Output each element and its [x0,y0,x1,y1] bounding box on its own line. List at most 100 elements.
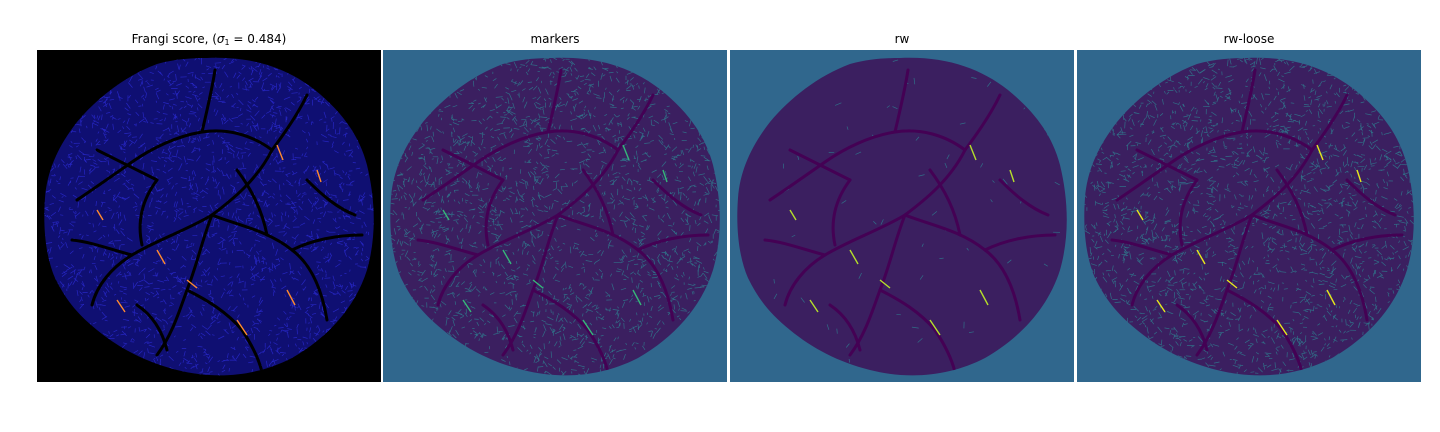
frangi-title-subscript: 1 [224,38,230,47]
vessel-line [928,168,962,237]
vessel-line [1135,148,1199,182]
vessel-line [200,68,217,134]
vessel-line [768,129,967,202]
vessel-line [651,178,703,217]
vessel-line [270,93,309,152]
vessel-line [135,303,169,352]
highlight-segment [502,249,512,265]
vessel-line [828,303,862,352]
vessel-line [138,178,159,247]
panel-title-markers: markers [530,32,580,46]
vessel-line [531,288,610,374]
vessel-line [1178,178,1199,247]
rw-loose-image-panel [1077,50,1421,382]
vessel-line [481,303,515,352]
highlight-segment [462,299,472,313]
frangi-title-symbol: σ [216,32,225,46]
highlight-segment [532,279,544,289]
vessel-line [893,68,910,134]
rw-image-panel [730,50,1074,382]
vessel-line [235,168,269,237]
vessel-line [1275,168,1309,237]
frangi-title-prefix: Frangi score, ( [131,32,217,46]
vessel-line [1345,178,1397,217]
vessel-line [546,68,563,134]
highlight-segment [116,299,126,313]
frangi-image-panel [37,50,381,382]
highlight-segment [286,289,296,306]
highlight-segment [236,319,248,336]
vessel-line [290,233,364,252]
vessel-line [963,93,1002,152]
highlight-segment [1356,169,1362,183]
panel-title-rw-loose: rw-loose [1223,32,1275,46]
highlight-segment [1156,299,1166,313]
highlight-segment [1226,279,1238,289]
vessel-line [484,178,505,247]
vessel-line [416,238,480,257]
frangi-image [37,50,381,382]
capillary-texture [390,57,720,376]
highlight-segment [1196,249,1206,265]
vessel-line [636,233,710,252]
markers-image [383,50,727,382]
vessel-line [436,148,620,307]
vessel-line [1175,303,1209,352]
vessel-line [831,178,852,247]
highlight-segment [879,279,891,289]
markers-image-panel [383,50,727,382]
vessel-line [1225,288,1304,374]
highlight-segment [1316,144,1324,161]
vessel-line [1115,129,1314,202]
frangi-title-suffix: = 0.484) [229,32,287,46]
highlight-segment [809,299,819,313]
highlight-segment [929,319,941,336]
vessel-line [70,238,134,257]
vessel-line [878,288,957,374]
capillary-texture [737,58,1067,376]
highlight-segment [582,319,594,336]
panel-title-frangi: Frangi score, (σ1 = 0.484) [37,32,381,47]
vessel-line [421,129,620,202]
highlight-segment [156,249,166,265]
highlight-segment [662,169,668,183]
vessel-line [1110,238,1174,257]
highlight-segment [1009,169,1015,183]
highlight-segment [1326,289,1336,306]
vessel-line [90,148,274,307]
vessel-line [441,148,505,182]
vessel-line [783,148,967,307]
rw-image [730,50,1074,382]
vessel-line [1130,148,1314,307]
highlight-segment [186,279,198,289]
vessel-line [1240,68,1257,134]
vessel-line [95,148,159,182]
highlight-segment [969,144,977,161]
vessel-line [763,238,827,257]
vessel-line [1310,93,1349,152]
vessel-line [788,148,852,182]
highlight-segment [632,289,642,306]
vessel-line [305,178,357,217]
vessel-line [998,178,1050,217]
highlight-segment [622,144,630,161]
highlight-segment [276,144,284,161]
highlight-segment [979,289,989,306]
capillary-texture [1084,57,1414,376]
panel-title-rw: rw [894,32,910,46]
highlight-segment [1136,209,1144,221]
vessel-line [185,288,264,374]
vessel-line [616,93,655,152]
vessel-line [581,168,615,237]
vessel-line [75,129,274,202]
vessel-line [983,233,1057,252]
vessel-line [1330,233,1404,252]
highlight-segment [789,209,797,221]
highlight-segment [442,209,450,221]
highlight-segment [96,209,104,221]
highlight-segment [1276,319,1288,336]
highlight-segment [849,249,859,265]
rw-loose-image [1077,50,1421,382]
capillary-texture [44,57,374,376]
highlight-segment [316,169,322,183]
